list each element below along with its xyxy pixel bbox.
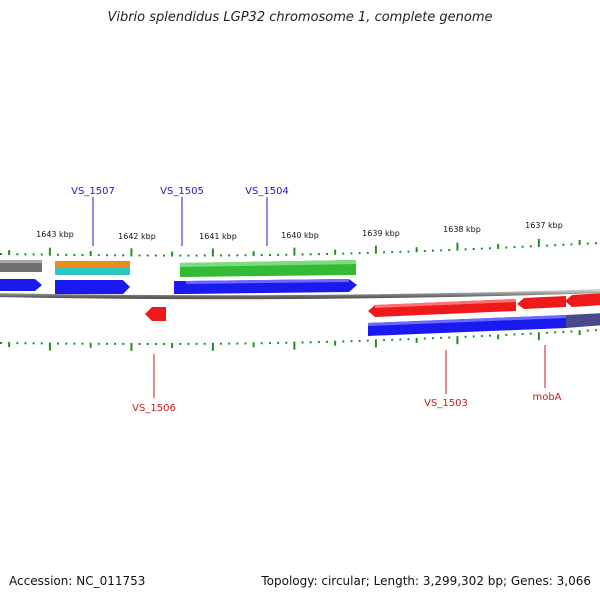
ruler-label: 1640 kbp [281,231,319,240]
gene-feature-highlight [375,299,516,308]
gene-feature-highlight [0,260,42,263]
gene-feature-highlight [180,260,356,267]
accession-text: Accession: NC_011753 [9,574,146,588]
ruler-label: 1641 kbp [199,232,237,241]
ruler-ticks-inner [0,329,597,351]
gene-label-vs1504[interactable]: VS_1504 [245,186,289,197]
gene-feature-blue[interactable] [368,315,566,336]
ruler-ticks-outer [0,239,597,257]
gene-feature-slate[interactable] [566,313,600,328]
gene-label-vs1506[interactable]: VS_1506 [132,403,176,414]
ruler-label: 1643 kbp [36,230,74,239]
map-title: Vibrio splendidus LGP32 chromosome 1, co… [107,10,493,25]
gene-arrow-red[interactable] [145,307,166,321]
genome-summary-text: Topology: circular; Length: 3,299,302 bp… [261,574,591,588]
gene-arrow-blue[interactable] [55,280,130,294]
gene-feature-highlight [186,279,349,284]
gene-feature-orange[interactable] [55,261,130,268]
ruler-label: 1639 kbp [362,229,400,238]
chromosome-backbone [0,289,600,300]
gene-arrow-red[interactable] [565,293,600,307]
gene-label-vs1503[interactable]: VS_1503 [424,398,468,409]
ruler-label: 1638 kbp [443,225,481,234]
gene-feature-cyan[interactable] [55,268,130,275]
gene-label-vs1505[interactable]: VS_1505 [160,186,204,197]
ruler-label: 1637 kbp [525,221,563,230]
gene-label-moba[interactable]: mobA [532,392,561,403]
ruler-label: 1642 kbp [118,232,156,241]
gene-arrow-blue[interactable] [0,279,42,291]
gene-label-vs1507[interactable]: VS_1507 [71,186,115,197]
gene-arrow-red[interactable] [517,296,566,309]
gene-feature-highlight [368,315,566,326]
